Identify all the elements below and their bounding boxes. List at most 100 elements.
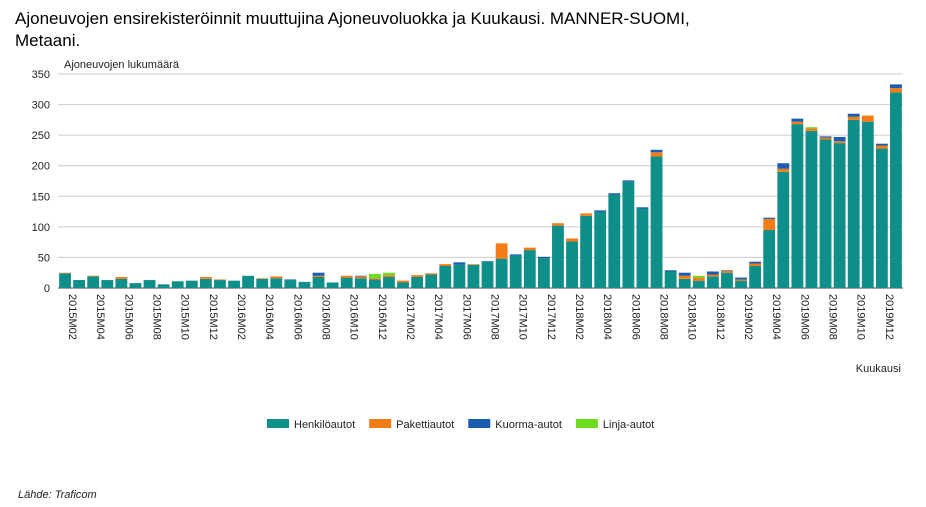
legend-label: Henkilöautot	[294, 419, 355, 431]
x-tick-label: 2019M04	[770, 294, 782, 340]
bar-segment	[566, 241, 578, 288]
bar-segment	[425, 274, 438, 288]
bar-segment	[368, 279, 381, 288]
x-tick-label: 2015M06	[122, 294, 134, 340]
bar-segment	[594, 210, 607, 212]
bar-segment	[115, 276, 128, 279]
bar-segment	[735, 279, 747, 281]
x-axis-label: Kuukausi	[856, 363, 901, 375]
bar-segment	[453, 262, 466, 265]
bar-segment	[523, 247, 536, 251]
bar-segment	[270, 278, 283, 288]
bar-segment	[326, 282, 339, 288]
bar-segment	[749, 263, 762, 266]
bar-segment	[749, 261, 762, 264]
bar-segment	[199, 278, 212, 288]
y-tick-label: 300	[32, 100, 50, 112]
bar-segment	[791, 121, 804, 125]
x-tick-label: 2016M12	[376, 294, 388, 340]
bar-segment	[890, 92, 902, 288]
bar-segment	[875, 143, 888, 146]
bar-segment	[481, 261, 494, 262]
bar-segment	[890, 84, 902, 89]
bar-segment	[87, 275, 100, 277]
bar-segment	[721, 270, 733, 273]
x-tick-label: 2019M10	[855, 294, 867, 340]
bar-segment	[354, 275, 367, 277]
bar-segment	[749, 265, 762, 288]
x-tick-label: 2016M08	[320, 294, 332, 340]
legend-label: Kuorma-autot	[495, 419, 562, 431]
bar-segment	[340, 277, 353, 288]
bar-segment	[706, 271, 719, 275]
bar-segment	[284, 279, 297, 281]
bar-segment	[594, 211, 607, 288]
bar-segment	[411, 276, 424, 288]
bar-segment	[608, 193, 621, 195]
bar-segment	[383, 276, 395, 288]
bar-segment	[650, 156, 663, 288]
y-axis-label: Ajoneuvojen lukumäärä	[64, 59, 180, 71]
legend-label: Linja-autot	[603, 419, 654, 431]
x-tick-label: 2017M06	[460, 294, 472, 340]
x-tick-label: 2018M02	[573, 294, 585, 340]
y-tick-label: 200	[32, 161, 50, 173]
x-tick-label: 2019M12	[883, 294, 895, 340]
bar-segment	[214, 279, 226, 281]
bar-segment	[706, 276, 719, 288]
y-tick-label: 0	[44, 283, 50, 295]
bar-segment	[481, 261, 494, 288]
bar-segment	[185, 280, 198, 288]
bar-segment	[763, 229, 776, 288]
chart-title: Metaani.	[15, 31, 80, 50]
bar-segment	[890, 88, 902, 93]
bar-segment	[692, 277, 705, 281]
bar-segment	[467, 264, 480, 288]
x-tick-label: 2016M10	[348, 294, 360, 340]
bar-segment	[735, 280, 747, 288]
legend-swatch	[468, 419, 491, 428]
bar-segment	[552, 223, 564, 226]
bar-segment	[171, 281, 184, 288]
bar-segment	[861, 115, 874, 122]
bar-segment	[833, 143, 846, 288]
bar-segment	[650, 149, 663, 153]
bar-segment	[298, 281, 311, 288]
bar-segment	[636, 208, 649, 288]
bar-segment	[805, 127, 818, 129]
bar-segment	[636, 207, 649, 209]
bar-segment	[214, 280, 226, 288]
bar-segment	[875, 148, 888, 288]
bar-segment	[819, 139, 832, 288]
bar-segment	[368, 278, 381, 280]
x-tick-label: 2017M08	[489, 294, 501, 340]
legend-label: Pakettiautot	[396, 419, 454, 431]
chart-title: Ajoneuvojen ensirekisteröinnit muuttujin…	[15, 9, 690, 28]
bar-segment	[608, 194, 621, 288]
bar-segment	[777, 168, 790, 172]
bar-segment	[622, 181, 635, 288]
bar-segment	[664, 271, 677, 288]
bar-segment	[59, 273, 71, 288]
x-tick-label: 2015M10	[179, 294, 191, 340]
bar-segment	[143, 280, 156, 288]
x-tick-label: 2019M02	[742, 294, 754, 340]
x-tick-label: 2019M06	[798, 294, 810, 340]
bar-segment	[875, 145, 888, 149]
bar-segment	[157, 284, 170, 288]
x-tick-label: 2018M10	[686, 294, 698, 340]
bar-segment	[805, 130, 818, 288]
bar-segment	[509, 254, 522, 256]
bar-segment	[312, 272, 325, 276]
bar-segment	[425, 273, 438, 275]
bar-segment	[101, 280, 114, 288]
bar-segment	[495, 243, 508, 259]
bar-segment	[228, 280, 240, 288]
bar-segment	[777, 163, 790, 169]
bar-segment	[805, 128, 818, 131]
bar-segment	[256, 278, 269, 279]
bar-segment	[242, 275, 255, 288]
x-tick-label: 2018M06	[629, 294, 641, 340]
bar-segment	[537, 258, 550, 288]
bar-segment	[199, 276, 212, 279]
